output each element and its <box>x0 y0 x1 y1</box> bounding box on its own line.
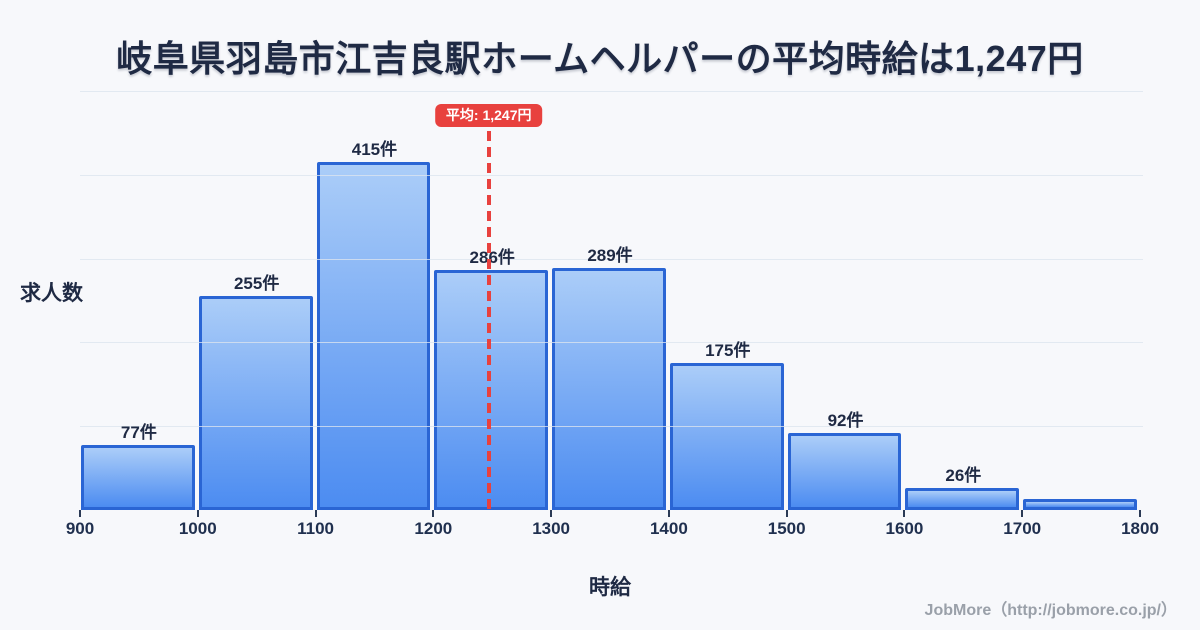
x-tick-label-1700: 1700 <box>1003 519 1042 538</box>
x-tick-label-1000: 1000 <box>178 519 217 538</box>
bar-value-label-1100-1200: 415件 <box>351 140 398 160</box>
x-tick-mark-1100 <box>314 510 317 517</box>
bar-1300-1400 <box>552 267 666 510</box>
x-tick-mark-900 <box>79 510 81 517</box>
x-tick-label-900: 900 <box>65 519 95 538</box>
x-tick-label-1200: 1200 <box>414 519 453 538</box>
bar-value-label-1500-1600: 92件 <box>827 410 864 430</box>
x-tick-label-1300: 1300 <box>532 519 571 538</box>
bar-1200-1300 <box>434 270 549 510</box>
page-title: 岐阜県羽島市江吉良駅ホームヘルパーの平均時給は1,247円 <box>116 38 1084 79</box>
x-tick-mark-1000 <box>196 510 199 517</box>
bar-value-label-900-1000: 77件 <box>120 423 157 443</box>
x-tick-mark-1400 <box>667 510 670 517</box>
y-axis-label: 求人数 <box>20 282 83 305</box>
bar-value-label-1400-1500: 175件 <box>705 341 751 361</box>
x-tick-label-1800: 1800 <box>1121 519 1159 538</box>
x-tick-mark-1500 <box>785 510 788 517</box>
gridline-400 <box>80 174 1143 176</box>
x-tick-label-1500: 1500 <box>767 519 806 538</box>
bar-900-1000 <box>81 445 195 510</box>
x-tick-mark-1800 <box>1139 510 1141 517</box>
bar-1400-1500 <box>669 363 784 510</box>
x-axis-label: 時給 <box>589 576 631 599</box>
gridline-300 <box>80 258 1143 260</box>
average-badge-label: 平均: 1,247円 <box>445 107 532 123</box>
bar-1500-1600 <box>787 432 902 510</box>
bar-1600-1700 <box>905 488 1020 510</box>
gridline-500 <box>80 91 1143 92</box>
x-tick-mark-1200 <box>432 510 435 517</box>
bar-1700-1800 <box>1023 499 1137 510</box>
x-tick-mark-1300 <box>550 510 553 517</box>
gridline-200 <box>80 342 1143 344</box>
gridline-100 <box>80 426 1143 428</box>
x-tick-label-1100: 1100 <box>297 519 334 538</box>
bar-value-label-1600-1700: 26件 <box>945 466 982 486</box>
average-badge: 平均: 1,247円 <box>434 104 543 127</box>
x-tick-mark-1700 <box>1021 510 1024 517</box>
bar-value-label-1300-1400: 289件 <box>587 245 633 265</box>
x-tick-label-1600: 1600 <box>885 519 924 538</box>
bar-1000-1100 <box>198 296 313 510</box>
bar-1100-1200 <box>316 162 431 510</box>
average-line <box>486 131 491 510</box>
x-tick-mark-1600 <box>903 510 906 517</box>
bar-value-label-1200-1300: 286件 <box>469 248 515 268</box>
footer-credit: JobMore（http://jobmore.co.jp/） <box>924 602 1177 619</box>
bar-value-label-1000-1100: 255件 <box>233 274 280 294</box>
x-tick-label-1400: 1400 <box>649 519 688 538</box>
